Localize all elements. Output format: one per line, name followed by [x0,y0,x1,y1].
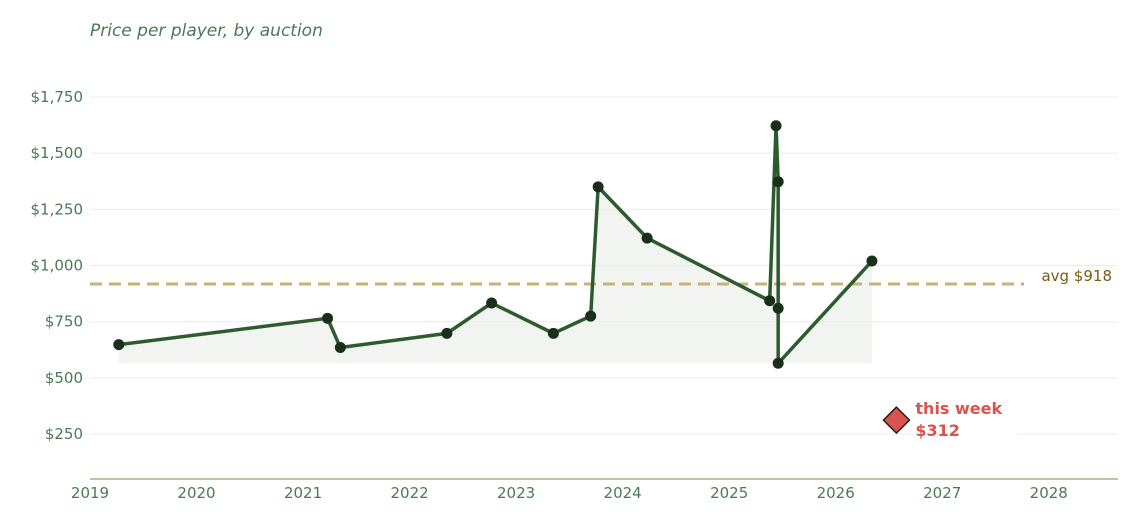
data-point [772,302,784,314]
highlight-label-value: $312 [915,421,960,440]
y-tick-label: $1,000 [31,257,84,275]
highlight-label-bg [913,396,1018,443]
data-point [486,297,498,309]
data-point [322,312,334,324]
y-tick-label: $500 [45,369,83,387]
highlight-marker [882,406,911,435]
data-point [641,232,653,244]
y-tick-label: $750 [45,313,83,331]
highlight-label-title: this week [915,399,1002,418]
x-tick-label: 2019 [71,484,109,502]
y-tick-label: $1,750 [31,88,84,106]
series-area [118,125,872,364]
data-point [585,310,597,322]
x-tick-label: 2022 [390,484,428,502]
x-tick-label: 2026 [817,484,855,502]
data-point [334,342,346,354]
data-point [770,120,782,132]
x-tick-label: 2020 [177,484,215,502]
data-point [441,327,453,339]
x-tick-label: 2027 [923,484,961,502]
chart-title: Price per player, by auction [90,21,323,41]
highlight-layer: this week $312 [882,396,1018,443]
y-tick-label: $1,250 [31,200,84,218]
data-point [592,181,604,193]
data-point [113,339,125,351]
axis-layer: $250 $500 $750 $1,000 $1,250 $1,500 $1,750 2019… [31,88,1118,502]
data-point [764,295,776,307]
data-point [772,357,784,369]
data-point [866,255,878,267]
data-point [547,327,559,339]
x-tick-label: 2023 [497,484,535,502]
avg-layer: avg $918 [90,266,1118,289]
x-tick-label: 2021 [284,484,322,502]
average-label: avg $918 [1041,267,1112,285]
y-tick-label: $250 [45,425,83,443]
area-layer [118,125,872,364]
y-tick-label: $1,500 [31,144,84,162]
average-label-bg [1024,266,1118,289]
point-layer [113,120,878,369]
x-tick-label: 2024 [604,484,642,502]
x-tick-label: 2028 [1030,484,1068,502]
data-point [772,176,784,188]
x-tick-label: 2025 [710,484,748,502]
